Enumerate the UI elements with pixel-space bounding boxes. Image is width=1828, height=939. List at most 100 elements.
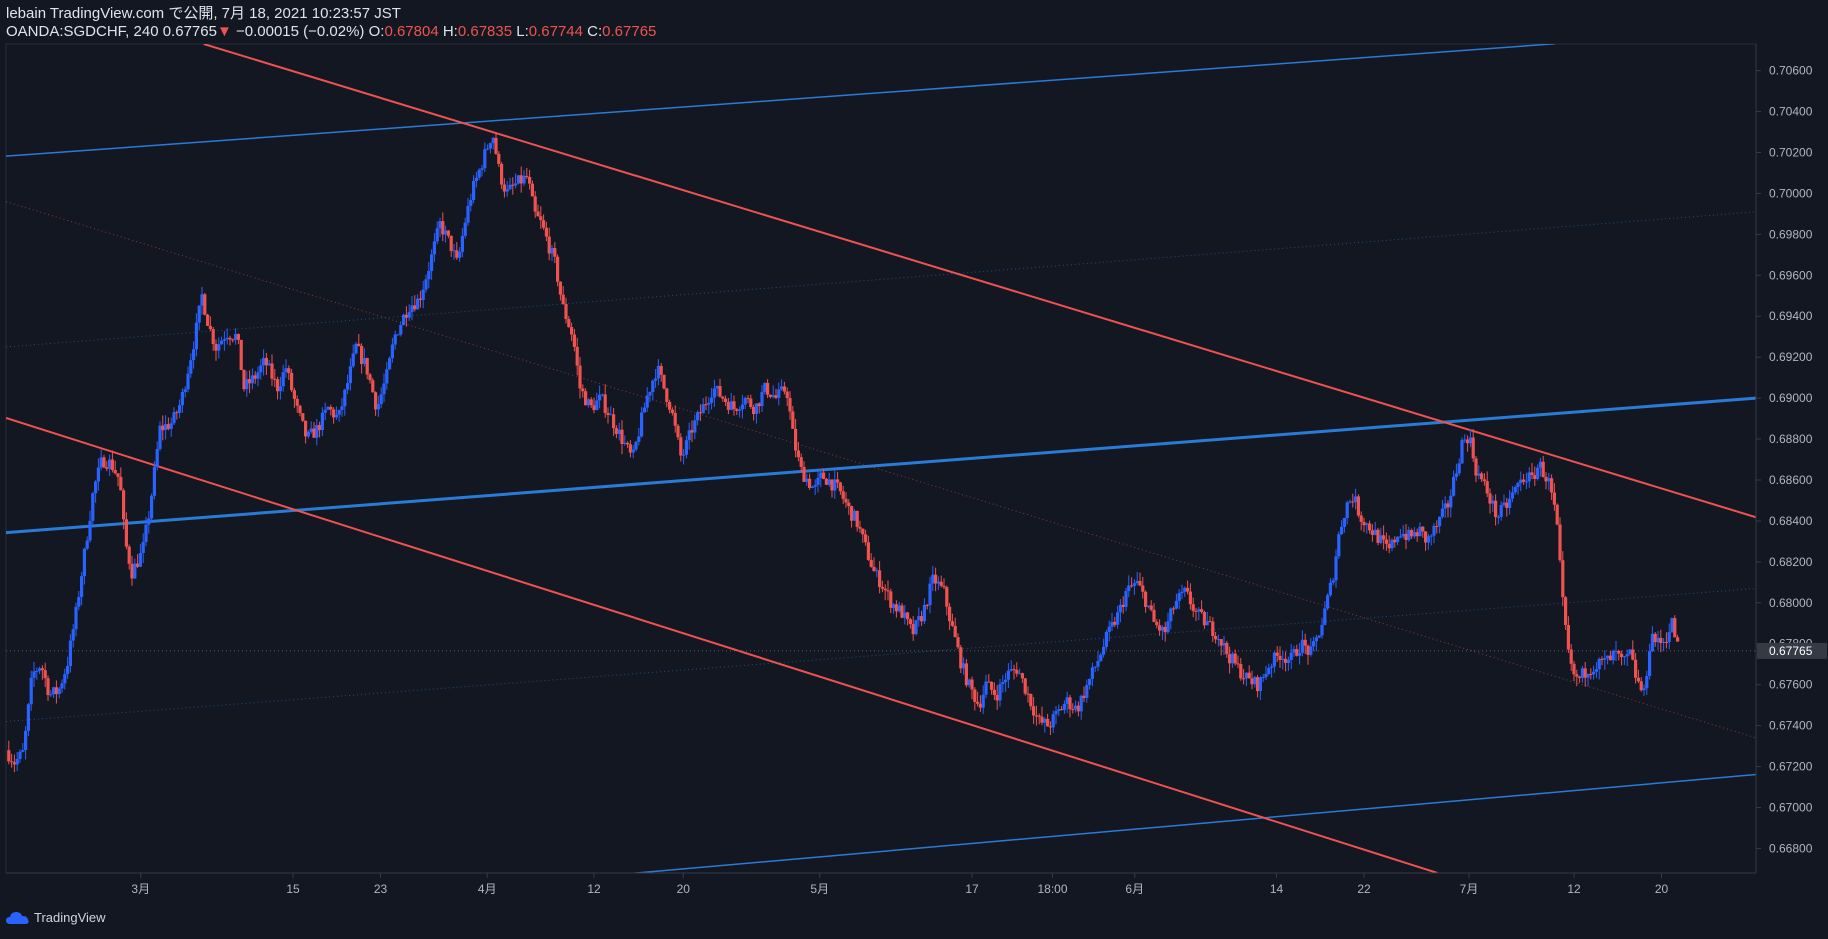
- candle-body: [920, 616, 924, 622]
- candle-body: [458, 251, 462, 258]
- candle-body: [396, 334, 400, 336]
- y-tick-label: 0.70400: [1769, 105, 1813, 119]
- candle-body: [1174, 600, 1178, 609]
- trendline-middle-blue[interactable]: [6, 396, 1756, 535]
- candle-body: [984, 681, 988, 695]
- candle-body: [976, 701, 980, 704]
- candle-body: [1533, 474, 1537, 480]
- candle-body: [544, 227, 548, 237]
- candle-body: [1096, 660, 1100, 667]
- candle-body: [1172, 608, 1176, 610]
- candle-body: [844, 498, 848, 503]
- candle-body: [96, 467, 100, 482]
- candle-body: [385, 369, 389, 384]
- candle-body: [676, 425, 680, 438]
- candle-body: [259, 365, 263, 373]
- candle-body: [12, 762, 16, 765]
- candle-body: [1124, 591, 1128, 607]
- trendline-blue-dotted-upper[interactable]: [6, 211, 1756, 348]
- candle-body: [472, 181, 476, 201]
- candle-body: [35, 670, 39, 672]
- trendline-lower-red[interactable]: [6, 417, 1438, 873]
- candle-body: [295, 398, 299, 406]
- candle-body: [1541, 461, 1545, 477]
- candle-body: [550, 248, 554, 254]
- candle-body: [612, 414, 616, 429]
- candle-body: [578, 365, 582, 389]
- candle-body: [158, 425, 162, 449]
- candle-body: [1365, 523, 1369, 526]
- candle-body: [645, 395, 649, 408]
- symbol-timeframe[interactable]: OANDA:SGDCHF, 240: [6, 23, 159, 40]
- candle-body: [1222, 642, 1226, 646]
- candle-body: [1060, 709, 1064, 711]
- candle-body: [427, 270, 431, 280]
- candle-body: [1505, 502, 1509, 508]
- candle-body: [799, 457, 803, 467]
- candle-body: [1205, 621, 1209, 626]
- trendline-lower-blue[interactable]: [627, 773, 1756, 874]
- candle-body: [1012, 669, 1016, 671]
- candle-body: [640, 412, 644, 437]
- candle-body: [1163, 626, 1167, 633]
- tradingview-cloud-icon: [6, 911, 29, 924]
- candle-body: [584, 391, 588, 406]
- candle-body: [1082, 695, 1086, 698]
- candle-body: [712, 388, 716, 398]
- candle-body: [774, 395, 778, 398]
- candle-body: [452, 250, 456, 252]
- candle-body: [1026, 693, 1030, 695]
- candle-body: [1191, 604, 1195, 611]
- candle-body: [609, 414, 613, 416]
- candle-body: [1320, 624, 1324, 636]
- candle-body: [850, 506, 854, 521]
- footer-brand[interactable]: TradingView: [6, 910, 106, 925]
- candle-body: [1068, 697, 1072, 710]
- candle-body: [491, 137, 495, 144]
- candle-body: [1379, 535, 1383, 543]
- candle-body: [659, 365, 663, 375]
- candle-body: [525, 175, 529, 177]
- candle-body: [211, 329, 215, 345]
- candle-body: [1202, 612, 1206, 626]
- candle-body: [1429, 535, 1433, 537]
- candle-body: [939, 581, 943, 586]
- low-label: L:: [516, 23, 529, 40]
- candle-body: [998, 684, 1002, 701]
- candle-body: [508, 184, 512, 190]
- candle-body: [740, 404, 744, 410]
- trendline-upper-blue[interactable]: [6, 44, 1555, 157]
- candle-body: [1471, 437, 1475, 459]
- candle-body: [1090, 667, 1094, 679]
- candle-body: [169, 423, 173, 429]
- candle-body: [528, 176, 532, 184]
- candle-body: [276, 379, 280, 392]
- candle-body: [164, 424, 168, 431]
- candle-body: [189, 360, 193, 374]
- candle-body: [558, 281, 562, 295]
- trendline-mid-red-dotted[interactable]: [6, 201, 1756, 739]
- candle-body: [1253, 677, 1257, 685]
- candle-body: [1037, 715, 1041, 717]
- candle-body: [1337, 534, 1341, 557]
- candle-body: [1177, 593, 1181, 601]
- candle-body: [1121, 604, 1125, 607]
- candle-body: [614, 428, 618, 435]
- candle-body: [1393, 539, 1397, 543]
- candle-body: [872, 566, 876, 572]
- candle-body: [348, 366, 352, 384]
- candle-body: [1135, 581, 1139, 584]
- candle-body: [1326, 595, 1330, 609]
- candle-body: [144, 524, 148, 543]
- candle-body: [763, 382, 767, 393]
- candle-body: [710, 397, 714, 403]
- candle-body: [66, 665, 70, 675]
- candle-body: [477, 169, 481, 178]
- candle-body: [889, 591, 893, 608]
- trendline-upper-red[interactable]: [203, 44, 1756, 519]
- candle-body: [1617, 650, 1621, 654]
- candle-body: [402, 314, 406, 325]
- candle-body: [183, 389, 187, 392]
- trendline-blue-dotted-lower[interactable]: [6, 587, 1756, 723]
